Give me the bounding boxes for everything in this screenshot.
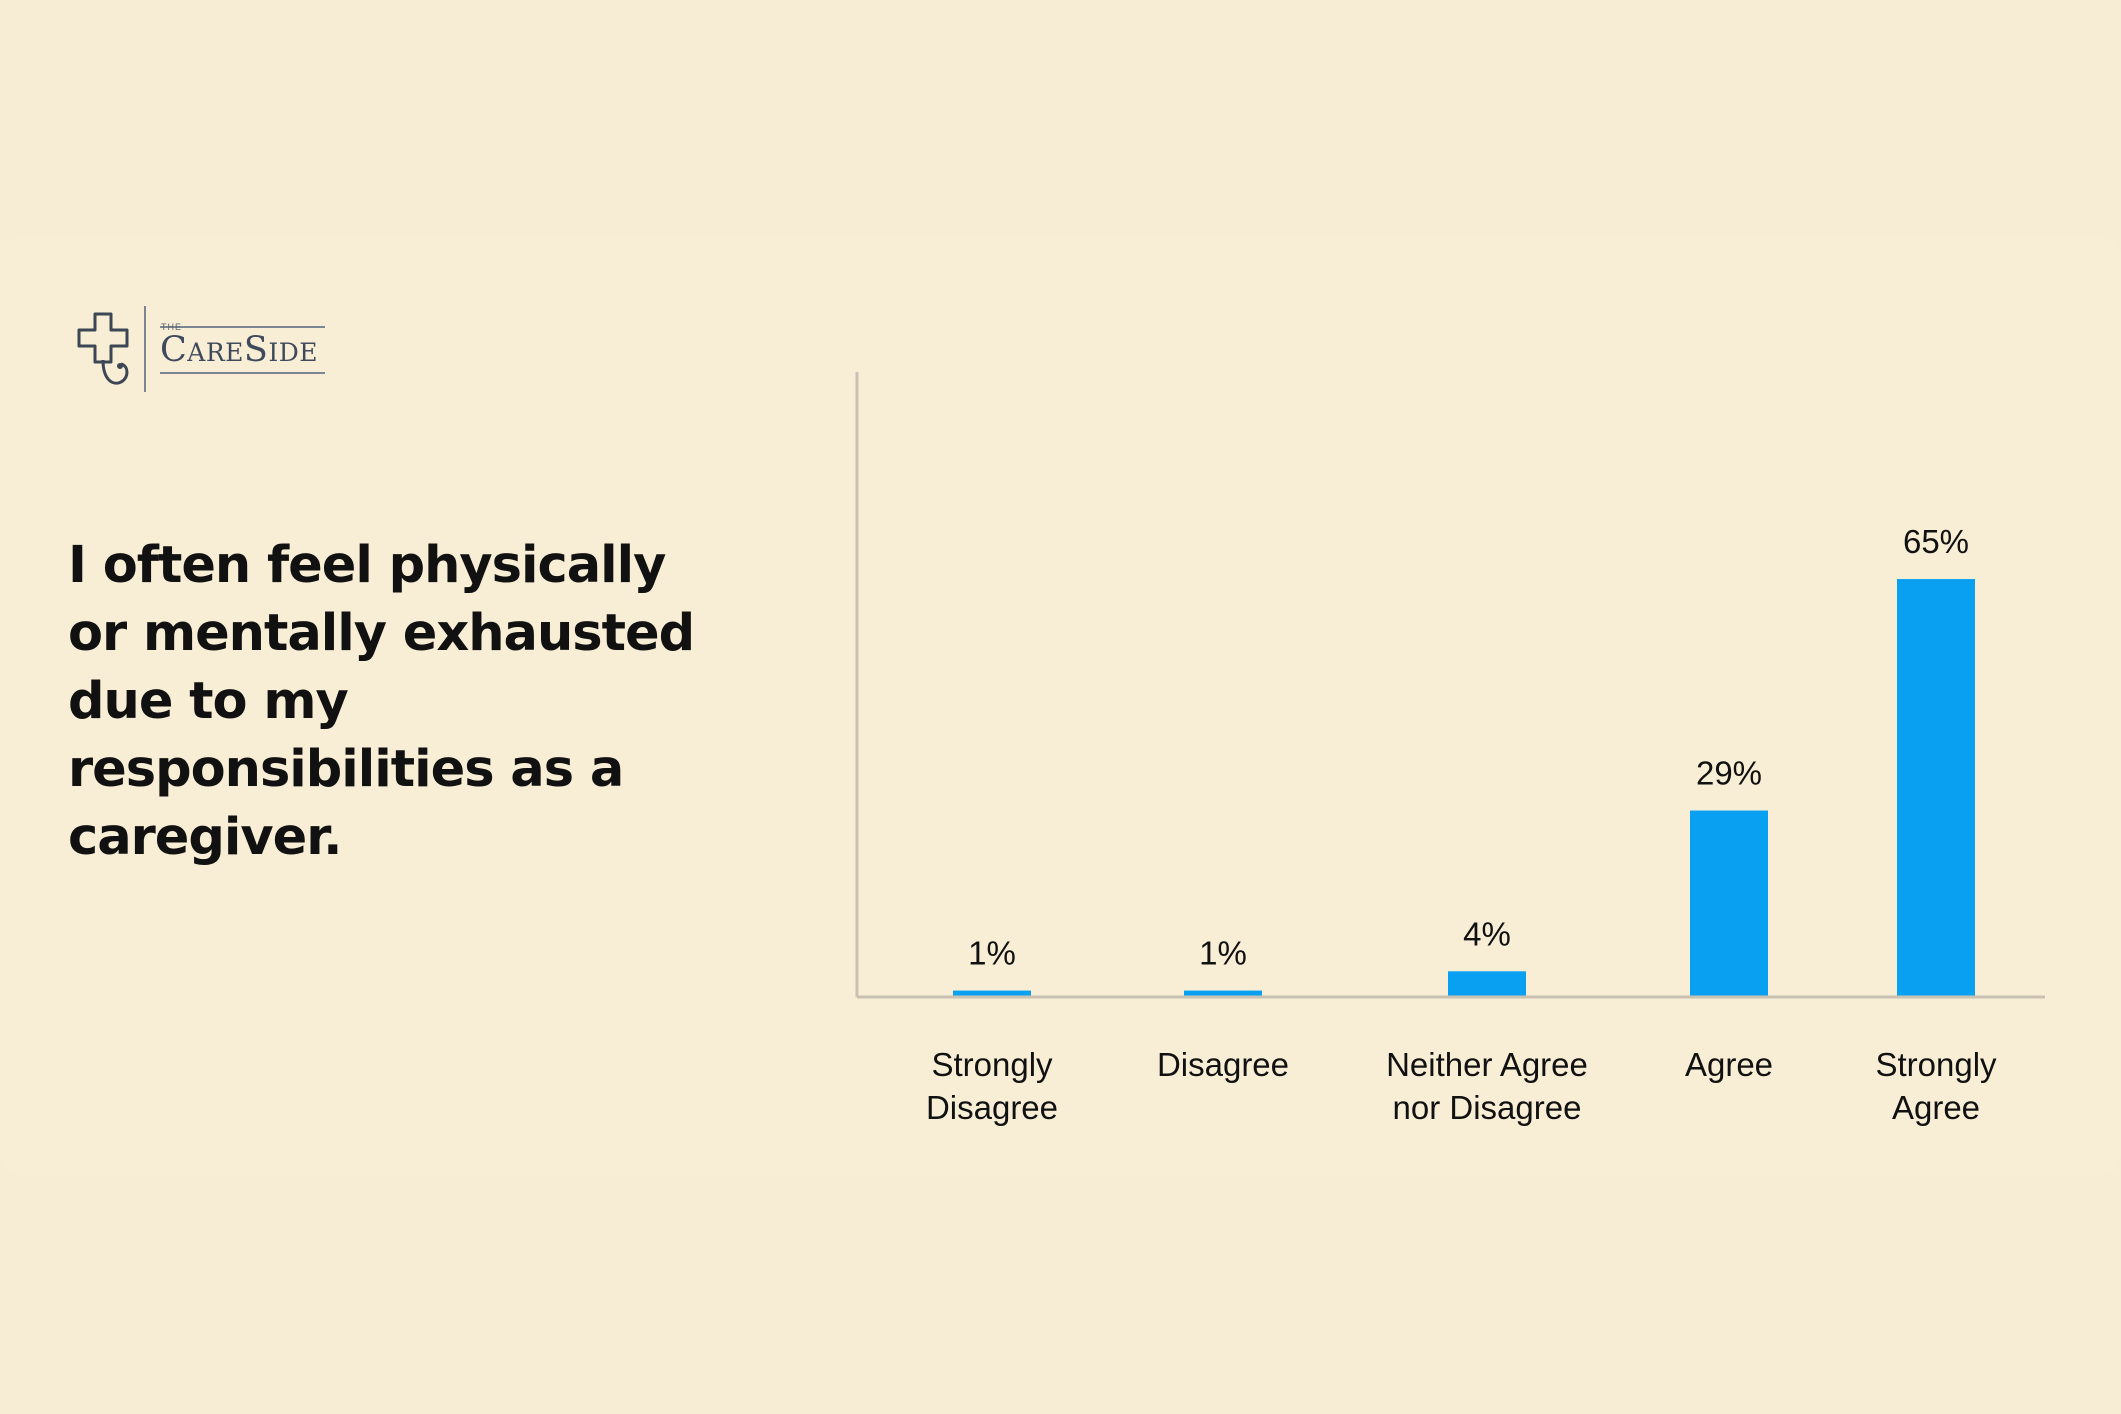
logo-wordmark: CareSide — [160, 330, 319, 370]
data-label: 29% — [1696, 755, 1762, 792]
logo-rule — [160, 326, 325, 328]
data-label: 65% — [1903, 523, 1969, 560]
bar-1 — [1184, 990, 1262, 997]
category-label: Strongly — [1875, 1046, 1997, 1083]
chart-card — [0, 238, 2121, 1175]
bar-0 — [953, 990, 1031, 997]
logo-divider — [144, 306, 146, 392]
data-label: 1% — [968, 935, 1016, 972]
category-label: Agree — [1892, 1089, 1980, 1126]
data-label: 4% — [1463, 915, 1511, 952]
category-label: nor Disagree — [1393, 1089, 1582, 1126]
logo-small-text: THE — [161, 322, 182, 332]
survey-question: I often feel physically or mentally exha… — [68, 536, 695, 867]
data-label: 1% — [1199, 935, 1247, 972]
bar-2 — [1448, 971, 1526, 997]
category-label: Disagree — [1157, 1046, 1289, 1083]
bar-3 — [1690, 810, 1768, 997]
category-label: Neither Agree — [1386, 1046, 1588, 1083]
category-label: Agree — [1685, 1046, 1773, 1083]
category-label: Disagree — [926, 1089, 1058, 1126]
logo-rule — [160, 372, 325, 374]
careside-logo: THE CareSide — [68, 300, 338, 400]
category-label: Strongly — [931, 1046, 1053, 1083]
cross-stethoscope-icon — [77, 312, 129, 385]
bar-4 — [1897, 579, 1975, 997]
